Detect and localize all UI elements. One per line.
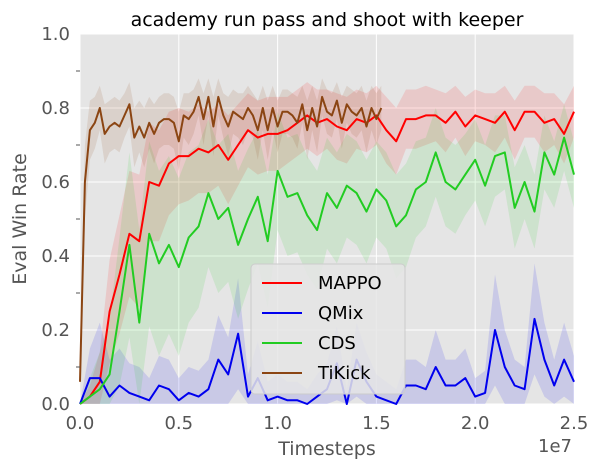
y-tick-label: 0.8 (41, 98, 70, 119)
y-tick-label: 0.6 (41, 172, 70, 193)
y-tick-label: 0.4 (41, 246, 70, 267)
series-line-mappo (79, 110, 575, 405)
x-tick-label: 2.5 (560, 413, 589, 434)
x-tick-label: 0.0 (66, 413, 95, 434)
band-qmix (80, 263, 574, 404)
x-tick-label: 1.5 (362, 413, 391, 434)
y-tick-label: 0.0 (41, 394, 70, 415)
legend-label-qmix: QMix (318, 303, 364, 324)
x-axis-label: Timesteps (277, 438, 376, 460)
x-tick-label: 2.0 (461, 413, 490, 434)
legend-label-cds: CDS (318, 333, 356, 354)
band-tikick (80, 78, 382, 401)
y-axis-label: Eval Win Rate (9, 153, 31, 285)
x-tick-label: 1.0 (263, 413, 292, 434)
confidence-bands (80, 78, 574, 405)
chart-title: academy run pass and shoot with keeper (131, 9, 524, 31)
series-lines (79, 95, 575, 405)
band-cds (80, 104, 574, 405)
y-tick-label: 1.0 (41, 24, 70, 45)
series-line-tikick (79, 95, 383, 382)
legend: MAPPO QMix CDS TiKick (250, 263, 406, 395)
tick-labels: 0.0 0.5 1.0 1.5 2.0 2.5 0.0 0.2 0.4 0.6 0.8 1.0 (41, 24, 588, 434)
legend-label-mappo: MAPPO (318, 273, 382, 294)
legend-label-tikick: TiKick (317, 363, 371, 384)
band-mappo (80, 82, 574, 404)
y-tick-label: 0.2 (41, 320, 70, 341)
x-tick-label: 0.5 (164, 413, 193, 434)
series-line-cds (79, 136, 575, 405)
legend-box (250, 263, 406, 395)
x-axis-multiplier: 1e7 (538, 436, 572, 457)
